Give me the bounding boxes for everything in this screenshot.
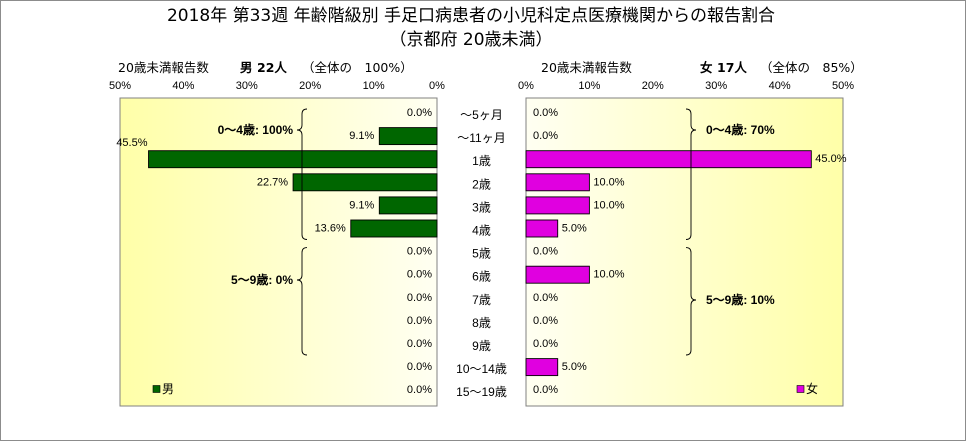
female-value-label-6: 0.0%: [533, 246, 558, 258]
male-value-label-4: 9.1%: [349, 199, 374, 211]
chart-subtitle: （京都府 20歳未満）: [389, 30, 553, 50]
category-label-5: 4歳: [472, 224, 491, 238]
female-axis-tick-label-0: 0%: [518, 80, 534, 92]
female-bar-2: [525, 150, 812, 169]
category-label-8: 7歳: [472, 293, 491, 307]
category-label-6: 5歳: [472, 247, 491, 261]
legend-male-label: 男: [162, 382, 174, 396]
male-age-group-annotation-0: 0～4歳: 100%: [218, 122, 294, 137]
female-plot-area: [525, 97, 844, 407]
female-header-count: 17人: [717, 60, 747, 75]
category-label-10: 9歳: [472, 339, 491, 353]
female-header-label: 20歳未満報告数: [541, 60, 632, 75]
female-bar-5: [525, 219, 559, 238]
female-age-group-brace-0: [685, 108, 697, 240]
female-value-label-8: 0.0%: [533, 292, 558, 304]
male-bar-2: [148, 150, 438, 169]
female-age-group-brace-1: [685, 247, 697, 356]
male-bar-1: [378, 127, 438, 146]
category-label-1: ～11ヶ月: [457, 131, 505, 145]
male-axis-tick-label-5: 50%: [109, 80, 131, 92]
category-label-12: 15～19歳: [456, 385, 507, 399]
legend-male-swatch: [152, 385, 161, 393]
male-value-label-2: 45.5%: [116, 137, 147, 149]
female-bar-11: [525, 358, 559, 377]
male-value-label-0: 0.0%: [407, 107, 432, 119]
female-bar-3: [525, 173, 590, 192]
legend-female-label: 女: [806, 381, 818, 396]
male-plot-area: [119, 97, 438, 407]
male-value-label-3: 22.7%: [257, 176, 288, 188]
female-bar-7: [525, 265, 590, 284]
category-label-11: 10～14歳: [456, 362, 507, 376]
category-label-2: 1歳: [472, 154, 491, 168]
category-labels: ～5ヶ月 ～11ヶ月 1歳 2歳 3歳 4歳 5歳 6歳 7歳 8歳 9歳 10～14歳 15～19歳: [456, 108, 507, 399]
male-series: 0.0%9.1%45.5%22.7%9.1%13.6%0.0%0.0%0.0%0…: [116, 107, 438, 396]
female-age-group-annotation-0: 0～4歳: 70%: [706, 122, 775, 137]
female-value-label-0: 0.0%: [533, 107, 558, 119]
male-age-group-annotation-1: 5～9歳: 0%: [231, 272, 293, 287]
female-value-label-3: 10.0%: [593, 176, 624, 188]
male-axis-tick-label-0: 0%: [429, 80, 445, 92]
category-label-4: 3歳: [472, 200, 491, 214]
male-value-label-11: 0.0%: [407, 361, 432, 373]
female-value-label-10: 0.0%: [533, 338, 558, 350]
female-value-label-2: 45.0%: [815, 153, 846, 165]
female-age-group-annotation-1: 5～9歳: 10%: [706, 292, 775, 307]
female-axis-tick-label-4: 40%: [769, 80, 791, 92]
male-header-sex: 男: [240, 60, 253, 75]
female-value-label-1: 0.0%: [533, 130, 558, 142]
male-value-label-5: 13.6%: [315, 223, 346, 235]
male-age-group-brace-0: [296, 108, 308, 240]
male-axis-tick-label-3: 30%: [236, 80, 258, 92]
female-value-label-5: 5.0%: [562, 223, 587, 235]
male-bar-5: [350, 219, 438, 238]
male-value-label-6: 0.0%: [407, 246, 432, 258]
chart-title: 2018年 第33週 年齢階級別 手足口病患者の小児科定点医療機関からの報告割合: [166, 6, 776, 26]
male-value-label-9: 0.0%: [407, 315, 432, 327]
female-axis-tick-label-2: 20%: [642, 80, 664, 92]
female-axis-tick-label-3: 30%: [705, 80, 727, 92]
female-header-sex: 女: [700, 60, 713, 75]
male-axis-tick-label-4: 40%: [172, 80, 194, 92]
category-label-9: 8歳: [472, 316, 491, 330]
axis-tick-labels: 0% 0% 10% 10% 20% 20% 30% 30% 40% 40% 50% 50%: [109, 80, 854, 92]
legend-female-swatch: [796, 385, 805, 393]
male-axis-tick-label-1: 10%: [363, 80, 385, 92]
female-bar-4: [525, 196, 590, 215]
male-value-label-1: 9.1%: [349, 130, 374, 142]
female-axis-tick-label-5: 50%: [832, 80, 854, 92]
female-series: 0.0% 0.0% 45.0% 10.0% 10.0% 5.0% 0.0% 10.0% 0.0%…: [525, 107, 847, 396]
male-value-label-7: 0.0%: [407, 269, 432, 281]
male-header-share: （全体の 100%）: [302, 60, 413, 75]
category-label-3: 2歳: [472, 177, 491, 191]
female-value-label-4: 10.0%: [593, 199, 624, 211]
female-value-label-9: 0.0%: [533, 315, 558, 327]
male-value-label-12: 0.0%: [407, 384, 432, 396]
male-bar-3: [292, 173, 438, 192]
female-value-label-11: 5.0%: [562, 361, 587, 373]
male-bar-4: [378, 196, 438, 215]
male-header-label: 20歳未満報告数: [118, 60, 209, 75]
female-header-share: （全体の 85%）: [760, 60, 863, 75]
male-header-count: 22人: [257, 60, 287, 75]
male-age-group-brace-1: [296, 247, 308, 356]
female-value-label-7: 10.0%: [593, 269, 624, 281]
female-axis-tick-label-1: 10%: [578, 80, 600, 92]
male-axis-tick-label-2: 20%: [299, 80, 321, 92]
female-value-label-12: 0.0%: [533, 384, 558, 396]
male-value-label-8: 0.0%: [407, 292, 432, 304]
category-label-7: 6歳: [472, 270, 491, 284]
male-value-label-10: 0.0%: [407, 338, 432, 350]
category-label-0: ～5ヶ月: [460, 108, 503, 122]
